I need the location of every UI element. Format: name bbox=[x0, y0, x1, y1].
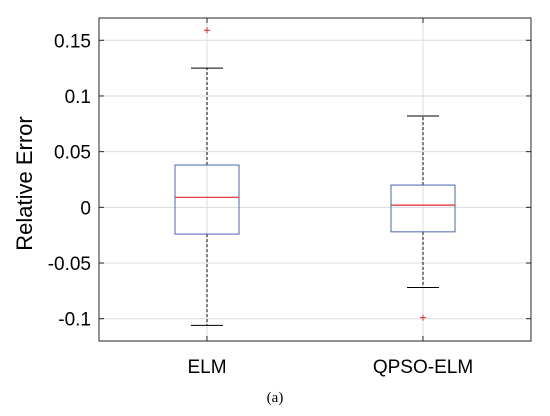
y-tick-label: 0.15 bbox=[54, 31, 91, 52]
outlier-marker bbox=[204, 27, 210, 34]
interquartile-box bbox=[174, 164, 240, 235]
y-axis-label: Relative Error bbox=[12, 116, 37, 250]
outlier-marker bbox=[420, 314, 426, 321]
plot-area-frame bbox=[98, 17, 532, 342]
figure-caption: (a) bbox=[267, 390, 284, 406]
y-tick-label: -0.05 bbox=[48, 254, 91, 275]
y-tick-label: -0.1 bbox=[58, 310, 91, 331]
x-tick-label: QPSO-ELM bbox=[373, 357, 473, 378]
grid-lines bbox=[99, 18, 531, 341]
box-plots bbox=[174, 27, 456, 326]
box-qpso-elm bbox=[390, 115, 456, 321]
axis-ticks: -0.1 -0.05 0 0.05 0.1 0.15 ELM QPSO-ELM bbox=[48, 18, 531, 378]
interquartile-box bbox=[390, 184, 456, 233]
y-tick-label: 0 bbox=[80, 198, 91, 219]
box-elm bbox=[174, 27, 240, 326]
x-tick-label: ELM bbox=[187, 357, 226, 378]
y-tick-label: 0.05 bbox=[54, 143, 91, 164]
y-tick-label: 0.1 bbox=[65, 87, 91, 108]
